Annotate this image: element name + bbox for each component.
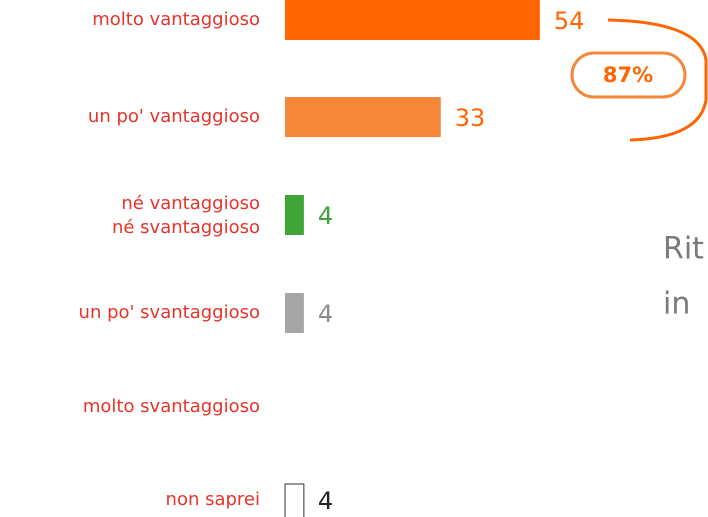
- total-label: 87%: [603, 63, 653, 87]
- bar: [284, 483, 305, 517]
- value-label: 4: [318, 487, 333, 515]
- bar: [285, 293, 304, 333]
- value-label: 33: [455, 104, 486, 132]
- value-label: 54: [554, 7, 585, 35]
- total-pill: [570, 51, 687, 99]
- category-label: molto svantaggioso: [83, 396, 260, 417]
- category-label: né vantaggioso né svantaggioso: [112, 193, 260, 238]
- bar: [285, 97, 441, 137]
- category-label: un po' vantaggioso: [88, 106, 260, 127]
- category-label: non saprei: [166, 489, 260, 510]
- value-label: 4: [318, 300, 333, 328]
- bar: [285, 195, 304, 235]
- bracket: [607, 18, 708, 142]
- value-label: 4: [318, 202, 333, 230]
- bar: [285, 0, 540, 40]
- side-text: in: [663, 287, 690, 322]
- category-label: molto vantaggioso: [92, 9, 260, 30]
- category-label: un po' svantaggioso: [79, 302, 260, 323]
- side-text: Rit: [663, 232, 704, 267]
